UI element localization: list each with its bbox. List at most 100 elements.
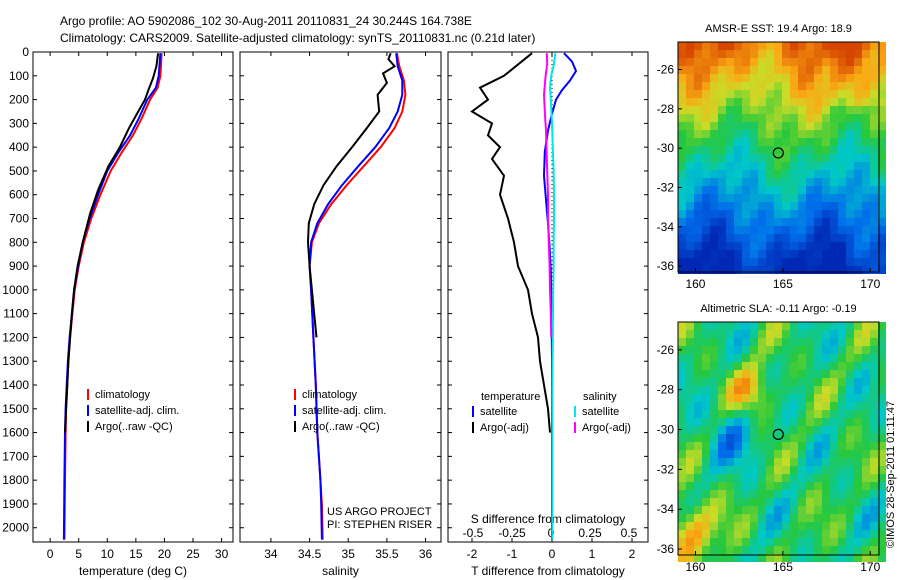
legend-label: Argo(-adj) — [480, 422, 529, 434]
map-cell — [782, 482, 790, 490]
map-cell — [798, 402, 806, 410]
map-cell — [710, 234, 718, 242]
map-cell — [742, 234, 750, 242]
map-cell — [734, 66, 742, 74]
map-cell — [862, 106, 870, 114]
map-cell — [806, 154, 814, 162]
map-cell — [678, 418, 686, 426]
x-tick-label: 34 — [264, 547, 278, 561]
map-cell — [790, 162, 798, 170]
map-cell — [790, 58, 798, 66]
top-tick-label: -0.25 — [498, 526, 526, 540]
map-cell — [734, 98, 742, 106]
map-cell — [790, 362, 798, 370]
map-cell — [750, 98, 758, 106]
map-cell — [846, 122, 854, 130]
map-cell — [806, 338, 814, 346]
map-cell — [758, 114, 766, 122]
map-cell — [742, 106, 750, 114]
map-cell — [726, 530, 734, 538]
map-cell — [838, 370, 846, 378]
map-cell — [758, 66, 766, 74]
map-cell — [790, 434, 798, 442]
map-cell — [846, 554, 854, 562]
map-cell — [758, 106, 766, 114]
map-cell — [726, 74, 734, 82]
map-cell — [790, 466, 798, 474]
map-cell — [862, 250, 870, 258]
map-cell — [830, 42, 838, 50]
map-cell — [718, 122, 726, 130]
map-cell — [726, 354, 734, 362]
map-cell — [838, 90, 846, 98]
map-cell — [798, 410, 806, 418]
map-cell — [782, 538, 790, 546]
map-cell — [846, 106, 854, 114]
map-cell — [830, 522, 838, 530]
map-cell — [750, 482, 758, 490]
map-cell — [854, 522, 862, 530]
map-cell — [750, 514, 758, 522]
map-cell — [694, 522, 702, 530]
map-cell — [710, 258, 718, 266]
map-cell — [830, 138, 838, 146]
map-cell — [790, 242, 798, 250]
map-cell — [798, 202, 806, 210]
map-cell — [806, 498, 814, 506]
map-cell — [822, 170, 830, 178]
map-cell — [806, 426, 814, 434]
map-cell — [710, 178, 718, 186]
map-cell — [870, 442, 878, 450]
map-cell — [846, 426, 854, 434]
legend-title-temperature: temperature — [481, 391, 540, 403]
map-cell — [862, 218, 870, 226]
map-cell — [710, 450, 718, 458]
map-cell — [878, 58, 886, 66]
map-cell — [694, 258, 702, 266]
map-cell — [830, 442, 838, 450]
map-cell — [830, 546, 838, 554]
map-cell — [830, 538, 838, 546]
map-cell — [806, 402, 814, 410]
map-cell — [686, 186, 694, 194]
map-cell — [758, 466, 766, 474]
map-cell — [814, 538, 822, 546]
map-cell — [686, 98, 694, 106]
map-cell — [694, 498, 702, 506]
map-cell — [726, 106, 734, 114]
map-cell — [686, 386, 694, 394]
map-cell — [726, 266, 734, 274]
map-cell — [742, 194, 750, 202]
map-cell — [758, 154, 766, 162]
map-cell — [782, 498, 790, 506]
map-cell — [686, 498, 694, 506]
map-cell — [742, 114, 750, 122]
map-cell — [790, 130, 798, 138]
map-title: Altimetric SLA: -0.11 Argo: -0.19 — [700, 303, 856, 315]
map-cell — [822, 74, 830, 82]
map-cell — [806, 458, 814, 466]
map-cell — [822, 250, 830, 258]
map-cell — [806, 362, 814, 370]
map-cell — [790, 250, 798, 258]
map-cell — [766, 90, 774, 98]
map-cell — [830, 474, 838, 482]
map-cell — [846, 514, 854, 522]
map-cell — [742, 458, 750, 466]
map-cell — [766, 378, 774, 386]
map-cell — [742, 186, 750, 194]
map-cell — [726, 362, 734, 370]
map-cell — [686, 210, 694, 218]
map-cell — [806, 210, 814, 218]
map-cell — [742, 538, 750, 546]
map-cell — [742, 170, 750, 178]
map-cell — [878, 250, 886, 258]
map-cell — [774, 538, 782, 546]
map-cell — [846, 410, 854, 418]
map-cell — [790, 218, 798, 226]
map-cell — [750, 370, 758, 378]
legend-label: climatology — [95, 389, 151, 401]
map-cell — [838, 106, 846, 114]
map-cell — [854, 426, 862, 434]
map-cell — [822, 82, 830, 90]
